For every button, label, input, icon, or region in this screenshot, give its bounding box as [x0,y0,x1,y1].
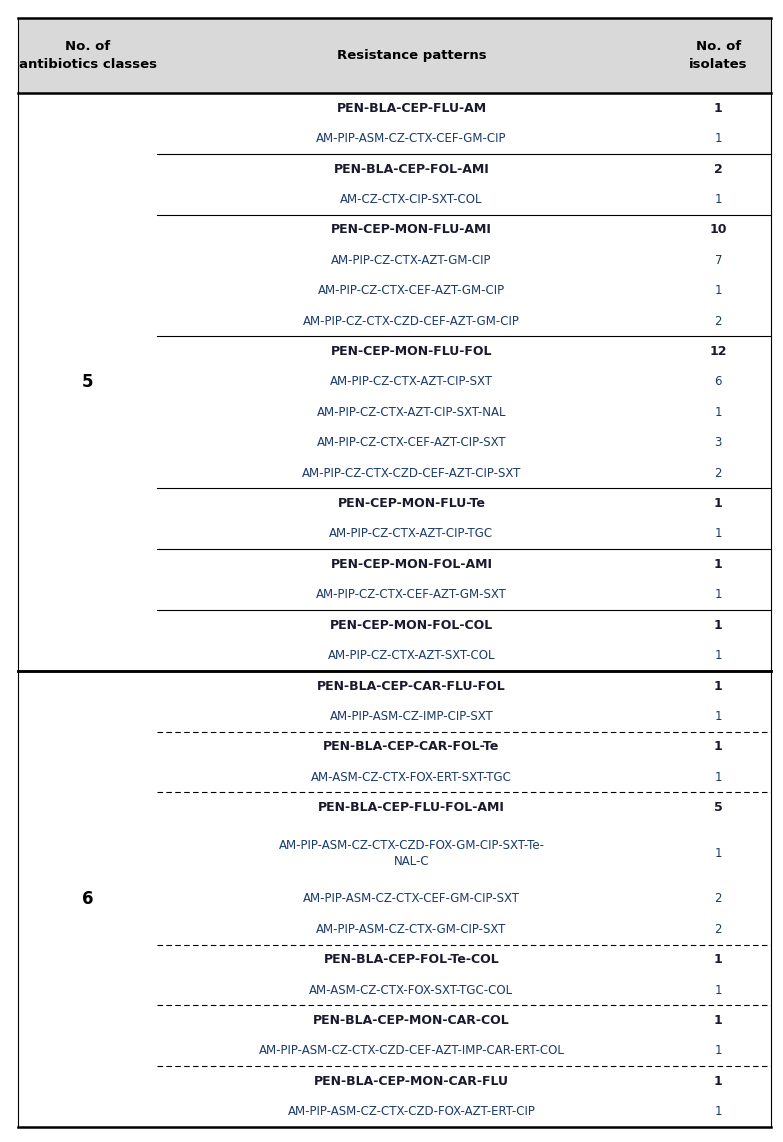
Text: 1: 1 [715,193,722,206]
Text: AM-PIP-ASM-CZ-CTX-CZD-FOX-AZT-ERT-CIP: AM-PIP-ASM-CZ-CTX-CZD-FOX-AZT-ERT-CIP [287,1105,536,1118]
Text: 2: 2 [715,314,722,328]
Text: 1: 1 [715,528,722,540]
Text: AM-PIP-ASM-CZ-CTX-CZD-FOX-GM-CIP-SXT-Te-
NAL-C: AM-PIP-ASM-CZ-CTX-CZD-FOX-GM-CIP-SXT-Te-… [279,838,544,868]
Text: 1: 1 [715,1105,722,1118]
Text: AM-PIP-CZ-CTX-AZT-CIP-TGC: AM-PIP-CZ-CTX-AZT-CIP-TGC [330,528,493,540]
Text: 1: 1 [714,1075,723,1088]
Text: PEN-CEP-MON-FLU-Te: PEN-CEP-MON-FLU-Te [337,497,485,510]
Text: 10: 10 [709,224,727,236]
Text: 2: 2 [714,162,723,176]
Text: 1: 1 [715,983,722,997]
Text: 12: 12 [709,345,727,357]
Text: 1: 1 [715,710,722,723]
Text: 1: 1 [714,497,723,510]
Text: AM-ASM-CZ-CTX-FOX-ERT-SXT-TGC: AM-ASM-CZ-CTX-FOX-ERT-SXT-TGC [311,771,512,783]
Text: AM-PIP-ASM-CZ-CTX-CZD-CEF-AZT-IMP-CAR-ERT-COL: AM-PIP-ASM-CZ-CTX-CZD-CEF-AZT-IMP-CAR-ER… [258,1045,565,1057]
Text: PEN-CEP-MON-FOL-AMI: PEN-CEP-MON-FOL-AMI [330,558,493,571]
Text: AM-PIP-CZ-CTX-CEF-AZT-GM-SXT: AM-PIP-CZ-CTX-CEF-AZT-GM-SXT [316,588,507,602]
Text: AM-PIP-CZ-CTX-CZD-CEF-AZT-GM-CIP: AM-PIP-CZ-CTX-CZD-CEF-AZT-GM-CIP [303,314,520,328]
Text: 1: 1 [714,740,723,754]
Text: Resistance patterns: Resistance patterns [337,49,486,62]
Bar [18,18,771,93]
Text: AM-PIP-CZ-CTX-AZT-CIP-SXT: AM-PIP-CZ-CTX-AZT-CIP-SXT [330,376,493,388]
Text: 2: 2 [715,467,722,480]
Text: AM-CZ-CTX-CIP-SXT-COL: AM-CZ-CTX-CIP-SXT-COL [340,193,482,206]
Text: 1: 1 [714,558,723,571]
Text: PEN-BLA-CEP-FOL-AMI: PEN-BLA-CEP-FOL-AMI [334,162,489,176]
Text: PEN-BLA-CEP-MON-CAR-COL: PEN-BLA-CEP-MON-CAR-COL [313,1014,510,1027]
Text: AM-PIP-CZ-CTX-CEF-AZT-GM-CIP: AM-PIP-CZ-CTX-CEF-AZT-GM-CIP [318,284,505,297]
Text: 1: 1 [715,284,722,297]
Text: PEN-BLA-CEP-CAR-FLU-FOL: PEN-BLA-CEP-CAR-FLU-FOL [317,679,506,692]
Text: 1: 1 [715,771,722,783]
Text: 1: 1 [714,679,723,692]
Text: 1: 1 [714,619,723,632]
Text: No. of
isolates: No. of isolates [689,40,748,72]
Text: 6: 6 [715,376,722,388]
Text: AM-PIP-CZ-CTX-AZT-GM-CIP: AM-PIP-CZ-CTX-AZT-GM-CIP [331,254,492,267]
Text: 7: 7 [715,254,722,267]
Text: 1: 1 [714,1014,723,1027]
Text: 1: 1 [715,588,722,602]
Text: AM-ASM-CZ-CTX-FOX-SXT-TGC-COL: AM-ASM-CZ-CTX-FOX-SXT-TGC-COL [309,983,514,997]
Text: 1: 1 [715,1045,722,1057]
Text: 2: 2 [715,923,722,935]
Text: AM-PIP-ASM-CZ-CTX-GM-CIP-SXT: AM-PIP-ASM-CZ-CTX-GM-CIP-SXT [316,923,507,935]
Text: PEN-CEP-MON-FLU-AMI: PEN-CEP-MON-FLU-AMI [331,224,492,236]
Text: PEN-BLA-CEP-MON-CAR-FLU: PEN-BLA-CEP-MON-CAR-FLU [314,1075,509,1088]
Text: AM-PIP-ASM-CZ-CTX-CEF-GM-CIP: AM-PIP-ASM-CZ-CTX-CEF-GM-CIP [316,132,507,145]
Text: AM-PIP-CZ-CTX-AZT-SXT-COL: AM-PIP-CZ-CTX-AZT-SXT-COL [328,649,495,662]
Text: AM-PIP-ASM-CZ-IMP-CIP-SXT: AM-PIP-ASM-CZ-IMP-CIP-SXT [330,710,493,723]
Text: AM-PIP-ASM-CZ-CTX-CEF-GM-CIP-SXT: AM-PIP-ASM-CZ-CTX-CEF-GM-CIP-SXT [303,892,520,906]
Text: 1: 1 [714,954,723,966]
Text: PEN-BLA-CEP-FLU-FOL-AMI: PEN-BLA-CEP-FLU-FOL-AMI [318,802,505,814]
Text: 3: 3 [715,436,722,449]
Text: 1: 1 [715,649,722,662]
Text: PEN-BLA-CEP-CAR-FOL-Te: PEN-BLA-CEP-CAR-FOL-Te [323,740,500,754]
Text: No. of
antibiotics classes: No. of antibiotics classes [19,40,157,72]
Text: PEN-BLA-CEP-FOL-Te-COL: PEN-BLA-CEP-FOL-Te-COL [323,954,500,966]
Text: 6: 6 [82,890,93,908]
Text: PEN-CEP-MON-FLU-FOL: PEN-CEP-MON-FLU-FOL [330,345,493,357]
Text: PEN-CEP-MON-FOL-COL: PEN-CEP-MON-FOL-COL [330,619,493,632]
Text: AM-PIP-CZ-CTX-AZT-CIP-SXT-NAL: AM-PIP-CZ-CTX-AZT-CIP-SXT-NAL [316,405,506,419]
Text: 1: 1 [715,847,722,860]
Text: PEN-BLA-CEP-FLU-AM: PEN-BLA-CEP-FLU-AM [337,102,486,114]
Text: 2: 2 [715,892,722,906]
Text: 1: 1 [714,102,723,114]
Text: AM-PIP-CZ-CTX-CEF-AZT-CIP-SXT: AM-PIP-CZ-CTX-CEF-AZT-CIP-SXT [316,436,507,449]
Text: 1: 1 [715,132,722,145]
Text: 5: 5 [714,802,723,814]
Text: AM-PIP-CZ-CTX-CZD-CEF-AZT-CIP-SXT: AM-PIP-CZ-CTX-CZD-CEF-AZT-CIP-SXT [301,467,521,480]
Text: 1: 1 [715,405,722,419]
Text: 5: 5 [82,373,93,391]
